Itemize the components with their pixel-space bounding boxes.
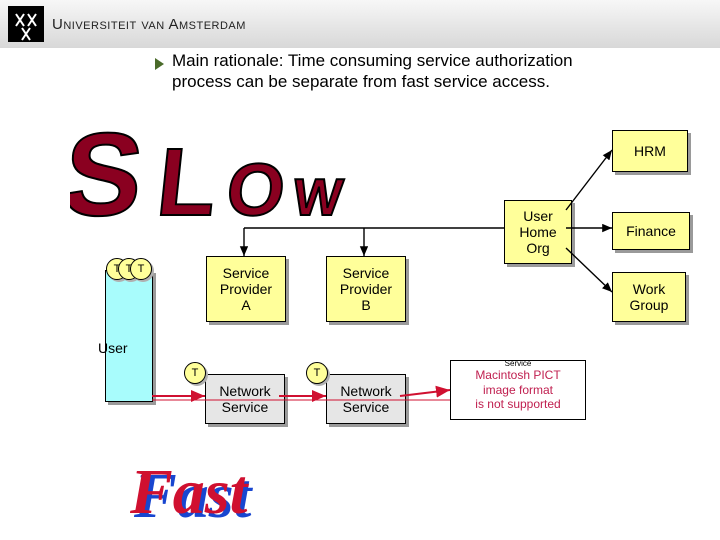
svg-text:S: S <box>70 115 149 241</box>
pict-service-label: Service <box>505 359 532 369</box>
svg-text:Fast: Fast <box>130 456 250 527</box>
user-column <box>105 270 153 402</box>
uva-logo <box>6 4 46 44</box>
svg-text:W: W <box>290 169 346 227</box>
box-finance: Finance <box>612 212 690 250</box>
svg-text:O: O <box>223 148 289 231</box>
box-hrm: HRM <box>612 130 688 172</box>
user-label: User <box>98 340 128 356</box>
box-network-service-a: Network Service <box>205 374 285 424</box>
pict-placeholder: Service Macintosh PICT image format is n… <box>450 360 586 420</box>
token-ta: T <box>184 362 206 384</box>
header-bar: Universiteit van Amsterdam <box>0 0 720 48</box>
box-network-service-b: Network Service <box>326 374 406 424</box>
slow-wordart: S L O W <box>70 115 490 245</box>
token-t3: T <box>130 258 152 280</box>
slide: Universiteit van Amsterdam Main rational… <box>0 0 720 540</box>
rationale-text: Main rationale: Time consuming service a… <box>172 50 602 93</box>
box-service-provider-b: Service Provider B <box>326 256 406 322</box>
pict-text: Macintosh PICT image format is not suppo… <box>475 368 560 411</box>
bullet-icon <box>155 58 164 70</box>
token-tb: T <box>306 362 328 384</box>
university-name: Universiteit van Amsterdam <box>52 16 246 33</box>
box-user-home-org: User Home Org <box>504 200 572 264</box>
box-service-provider-a: Service Provider A <box>206 256 286 322</box>
fast-wordart: Fast Fast <box>130 455 470 535</box>
svg-text:L: L <box>152 129 222 236</box>
box-work-group: Work Group <box>612 272 686 322</box>
